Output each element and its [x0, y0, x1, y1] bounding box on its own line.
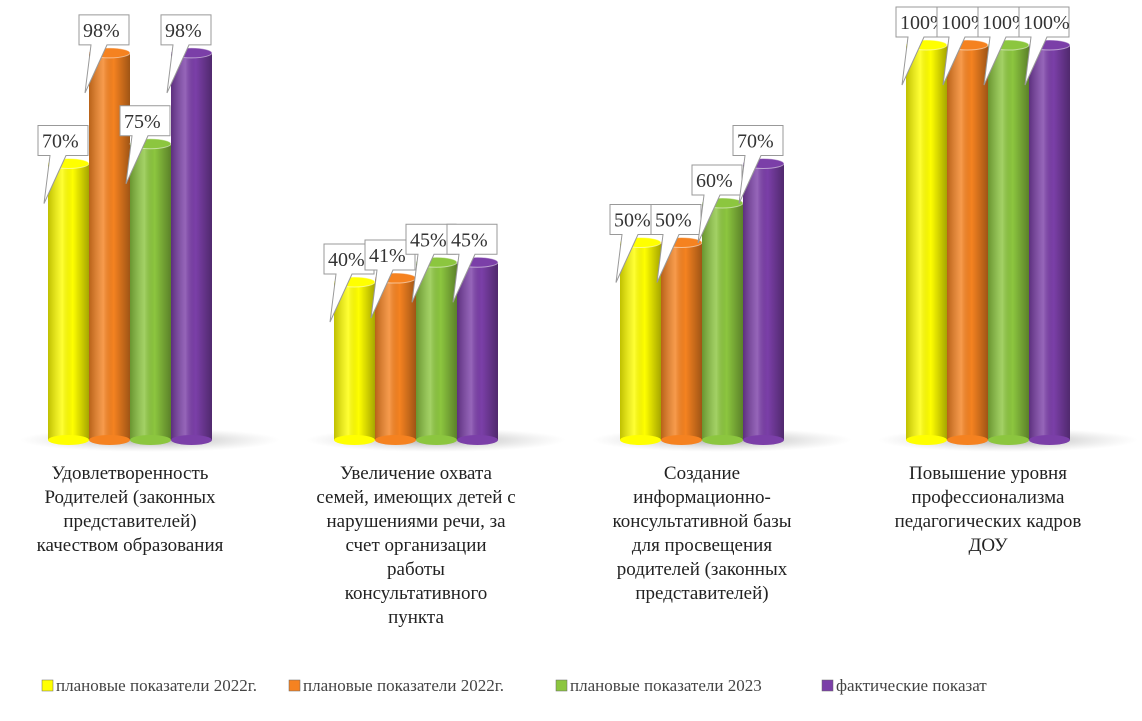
bar-bottom	[48, 435, 89, 445]
legend-swatch	[821, 679, 834, 692]
data-label: 50%	[655, 210, 692, 232]
data-label: 75%	[124, 111, 161, 133]
bar-bottom	[457, 435, 498, 445]
bar-shade	[171, 52, 212, 441]
bar-bottom	[334, 435, 375, 445]
x-category-label: Повышение уровня профессионализма педаго…	[894, 463, 1082, 556]
bar-bottom	[947, 435, 988, 445]
legend-swatch	[288, 679, 301, 692]
bar-shade	[988, 45, 1029, 440]
bar-shade	[457, 262, 498, 440]
bar-shade	[416, 262, 457, 440]
legend-label: плановые показатели 2022г.	[56, 676, 257, 695]
bar-shade	[702, 203, 743, 440]
data-label-callout	[160, 14, 212, 94]
bar-shade	[620, 242, 661, 440]
category-label-box: Увеличение охвата семей, имеющих детей с…	[316, 463, 516, 628]
bar-shade	[906, 45, 947, 440]
data-label: 98%	[83, 20, 120, 42]
data-label-callout	[78, 14, 130, 94]
data-label-callout	[732, 125, 784, 204]
category-label-box: Удовлетворенность Родителей (законных пр…	[36, 463, 224, 556]
data-label-callout	[650, 204, 702, 283]
data-label-callout	[1018, 6, 1070, 86]
bar-bottom	[1029, 435, 1070, 445]
x-category-label: Увеличение охвата семей, имеющих детей с…	[316, 463, 516, 628]
data-label-callout	[446, 223, 498, 303]
data-label: 45%	[451, 229, 488, 251]
legend-swatch	[41, 679, 54, 692]
bar-bottom	[702, 435, 743, 445]
bar-bottom	[661, 435, 702, 445]
legend-swatch	[555, 679, 568, 692]
data-label: 40%	[328, 249, 365, 271]
legend-label: плановые показатели 2022г.	[303, 676, 504, 695]
bar-bottom	[743, 435, 784, 445]
category-label-box: Создание информационно- консультативной …	[612, 463, 792, 604]
data-label: 45%	[410, 229, 447, 251]
data-label: 70%	[737, 131, 774, 153]
data-label: 100%	[900, 12, 947, 34]
bar-shade	[947, 45, 988, 440]
bar-bottom	[620, 435, 661, 445]
data-label: 41%	[369, 245, 406, 267]
bar-shade	[48, 163, 89, 440]
x-category-label: Удовлетворенность Родителей (законных пр…	[36, 463, 224, 556]
data-label: 70%	[42, 131, 79, 153]
bar-shade	[661, 242, 702, 440]
bar-bottom	[375, 435, 416, 445]
bar-shade	[375, 278, 416, 440]
bar-bottom	[906, 435, 947, 445]
data-label-callout	[37, 125, 89, 204]
bar-bottom	[171, 435, 212, 445]
data-label: 50%	[614, 210, 651, 232]
data-label: 100%	[1023, 12, 1070, 34]
bar-shade	[743, 163, 784, 440]
bar-shade	[1029, 45, 1070, 440]
bar-bottom	[988, 435, 1029, 445]
data-label-callout	[691, 164, 743, 244]
legend-label: плановые показатели 2023	[570, 676, 762, 695]
bar-shade	[130, 143, 171, 440]
bar-bottom	[416, 435, 457, 445]
category-label-box: Повышение уровня профессионализма педаго…	[894, 463, 1082, 556]
bar-shade	[334, 282, 375, 440]
bar-bottom	[130, 435, 171, 445]
x-category-label: Создание информационно- консультативной …	[612, 463, 792, 604]
data-label-callout	[119, 105, 171, 184]
data-label: 100%	[982, 12, 1029, 34]
data-label: 60%	[696, 170, 733, 192]
data-label: 98%	[165, 20, 202, 42]
data-label: 100%	[941, 12, 988, 34]
legend-label: фактические показат	[836, 676, 987, 695]
bar-bottom	[89, 435, 130, 445]
